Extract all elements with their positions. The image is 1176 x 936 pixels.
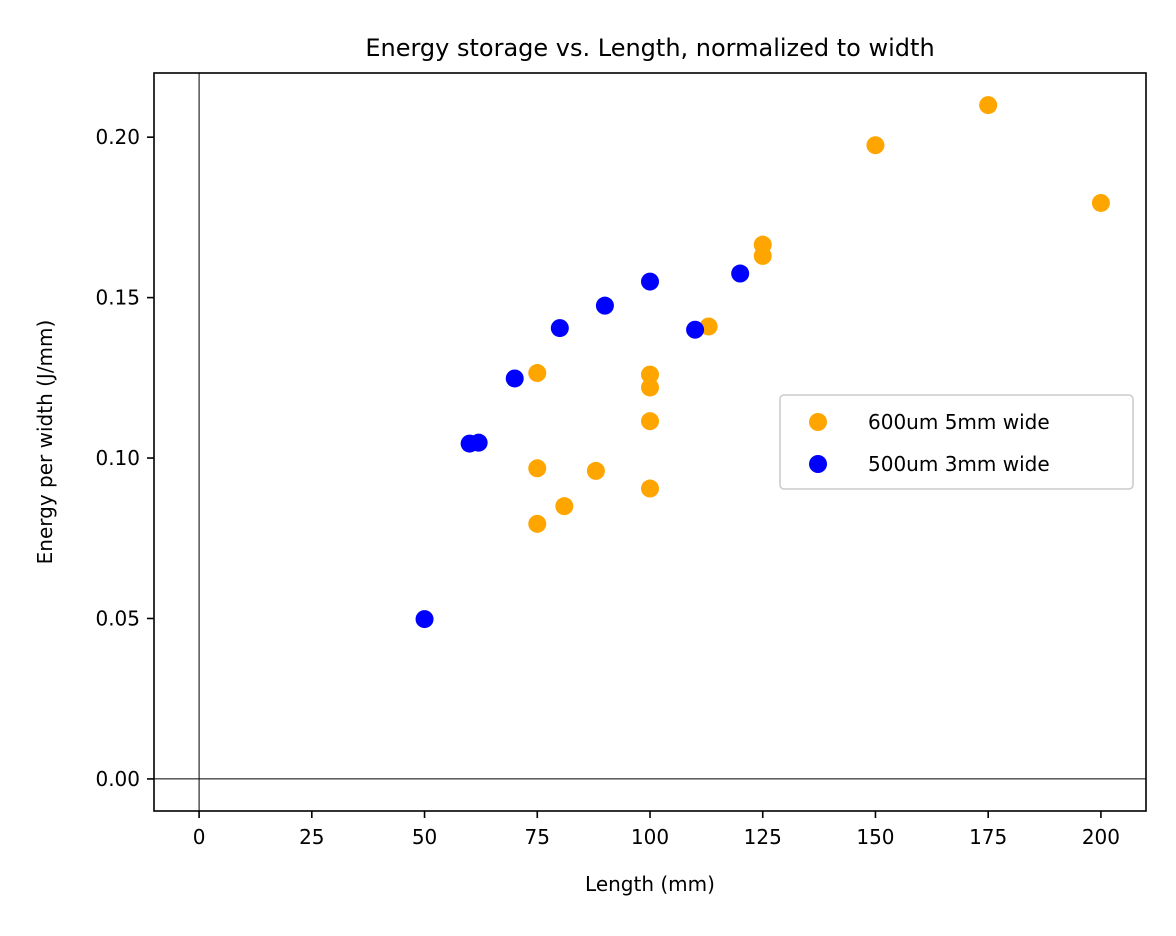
x-tick-label: 75 — [525, 825, 550, 849]
legend-entry-label: 600um 5mm wide — [868, 410, 1050, 434]
legend: 600um 5mm wide 500um 3mm wide — [779, 394, 1134, 490]
data-point-series-1 — [555, 497, 574, 516]
data-point-series-1 — [699, 317, 718, 336]
x-tick-label: 50 — [412, 825, 437, 849]
data-point-series-1 — [641, 365, 659, 384]
data-point-series-1 — [979, 96, 998, 115]
y-tick-label: 0.10 — [95, 446, 140, 470]
data-point-series-1 — [586, 461, 605, 480]
plot-area — [153, 72, 1147, 812]
x-tick-label: 200 — [1082, 825, 1120, 849]
y-tick-label: 0.15 — [95, 286, 140, 310]
x-tick-label: 125 — [744, 825, 782, 849]
x-tick-label: 0 — [193, 825, 206, 849]
x-tick-label: 175 — [969, 825, 1007, 849]
y-axis-label: Energy per width (J/mm) — [33, 320, 57, 565]
y-tick-label: 0.00 — [95, 767, 140, 791]
data-point-series-2 — [550, 319, 569, 338]
data-point-series-2 — [505, 369, 524, 388]
data-point-series-2 — [415, 610, 434, 629]
data-point-series-2 — [641, 272, 659, 291]
legend-marker — [809, 455, 827, 473]
x-tick-label: 25 — [299, 825, 324, 849]
chart-title: Energy storage vs. Length, normalized to… — [365, 34, 934, 62]
y-tick-label: 0.20 — [95, 125, 140, 149]
x-axis-ticks: 0 25 50 75 100 125 150 175 200 — [193, 811, 1120, 849]
data-point-series-1 — [528, 459, 547, 478]
data-point-series-2 — [595, 296, 614, 315]
data-point-series-1 — [528, 514, 547, 533]
data-point-series-1 — [528, 364, 547, 383]
data-point-series-2 — [686, 320, 705, 339]
legend-box — [779, 394, 1134, 490]
x-tick-label: 150 — [856, 825, 894, 849]
x-tick-label: 100 — [631, 825, 669, 849]
data-point-series-1 — [1091, 193, 1110, 212]
y-axis-ticks: 0.00 0.05 0.10 0.15 0.20 — [95, 125, 154, 791]
points-layer — [415, 96, 1110, 629]
reference-lines — [154, 73, 1146, 811]
legend-entry-label: 500um 3mm wide — [868, 452, 1050, 476]
data-point-series-1 — [641, 378, 659, 397]
data-point-series-1 — [753, 235, 772, 254]
y-tick-label: 0.05 — [95, 606, 140, 630]
data-point-series-2 — [469, 433, 488, 452]
data-point-series-1 — [641, 479, 659, 498]
data-point-series-1 — [866, 136, 885, 155]
x-axis-label: Length (mm) — [585, 872, 715, 896]
data-point-series-1 — [641, 412, 659, 431]
legend-marker — [809, 413, 827, 431]
data-point-series-2 — [731, 264, 750, 283]
